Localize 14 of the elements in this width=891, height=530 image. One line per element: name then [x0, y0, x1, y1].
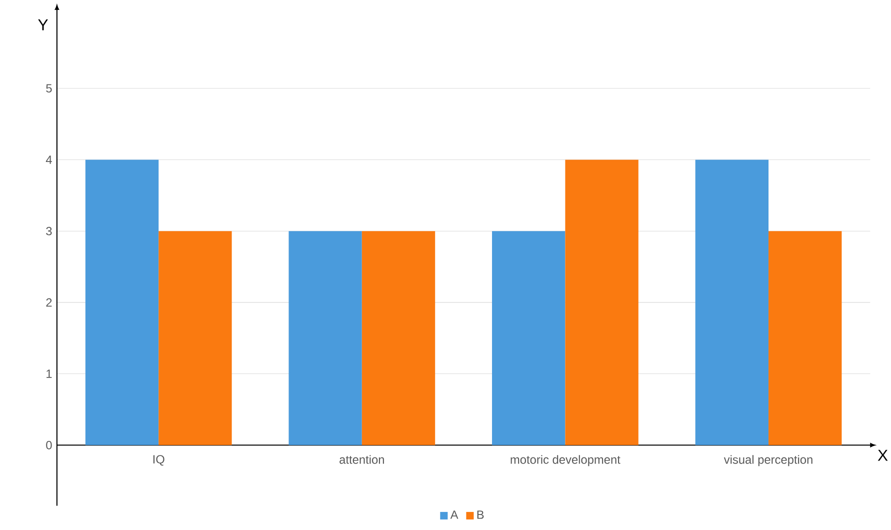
y-axis-title: Y: [38, 20, 48, 30]
y-tick-label: 2: [46, 298, 52, 307]
y-tick-label: 0: [46, 441, 52, 450]
y-tick-label: 1: [46, 370, 52, 378]
x-tick-label: attention: [340, 455, 384, 464]
y-tick-label: 3: [46, 227, 52, 236]
y-tick-label: 5: [46, 84, 52, 93]
x-tick-label: visual perception: [724, 455, 812, 466]
x-axis-title: X: [878, 450, 888, 461]
legend-label: B: [477, 510, 484, 519]
y-tick-label: 4: [46, 156, 52, 164]
legend-label: A: [450, 510, 458, 519]
x-tick-label: motoric development: [510, 455, 620, 466]
x-tick-label: IQ: [153, 455, 164, 466]
